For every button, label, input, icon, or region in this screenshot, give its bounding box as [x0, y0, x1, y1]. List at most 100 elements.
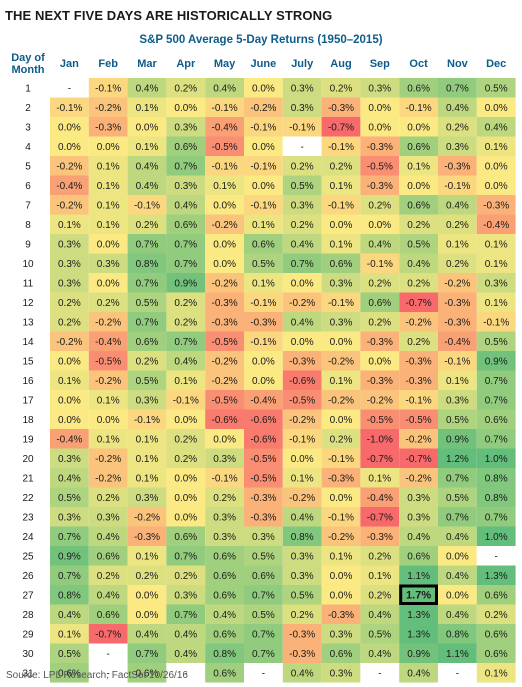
cell-value-3-aug: -0.7% — [328, 122, 354, 133]
day-label-27: 27 — [22, 590, 34, 601]
cell-value-13-mar: 0.7% — [136, 317, 159, 328]
cell-value-13-june: -0.3% — [250, 317, 276, 328]
cell-19-sep — [360, 429, 400, 449]
cell-11-apr — [166, 273, 206, 293]
cell-value-18-apr: 0.0% — [174, 415, 197, 426]
cell-value-4-feb: 0.0% — [97, 142, 120, 153]
cell-4-may — [205, 136, 244, 156]
cell-25-sep — [360, 546, 400, 566]
cell-value-29-oct: 1.3% — [407, 629, 430, 640]
cell-value-2-feb: -0.2% — [95, 103, 121, 114]
cell-24-dec — [476, 526, 516, 546]
cell-20-nov — [438, 448, 477, 468]
cell-value-9-jan: 0.3% — [58, 239, 81, 250]
cell-20-july — [282, 448, 322, 468]
cell-10-dec — [476, 253, 516, 273]
cell-7-feb — [88, 195, 128, 215]
cell-31-may — [205, 663, 244, 683]
cell-1-mar — [127, 78, 167, 98]
cell-value-26-dec: 1.3% — [485, 571, 508, 582]
cell-19-july — [282, 429, 322, 449]
cell-value-15-mar: 0.2% — [136, 356, 159, 367]
cell-2-sep — [360, 97, 400, 117]
column-header-sep: Sep — [370, 58, 390, 70]
cell-16-feb — [88, 370, 128, 390]
day-label-3: 3 — [25, 122, 31, 133]
cell-19-jan — [50, 429, 89, 449]
cell-value-15-aug: -0.2% — [328, 356, 354, 367]
cell-value-29-apr: 0.4% — [174, 629, 197, 640]
cell-value-17-sep: -0.2% — [367, 395, 393, 406]
cell-value-8-oct: 0.2% — [407, 220, 430, 231]
cell-29-june — [244, 624, 283, 644]
cell-value-2-jan: -0.1% — [56, 103, 82, 114]
cell-value-22-nov: 0.5% — [446, 493, 469, 504]
cell-value-14-aug: 0.0% — [330, 337, 353, 348]
cell-4-nov — [438, 136, 477, 156]
cell-value-17-feb: 0.1% — [97, 395, 120, 406]
cell-23-aug — [321, 507, 361, 527]
cell-value-2-aug: -0.3% — [328, 103, 354, 114]
cell-11-june — [244, 273, 283, 293]
day-label-14: 14 — [22, 337, 34, 348]
cell-value-11-sep: 0.2% — [368, 278, 391, 289]
cell-value-30-jan: 0.5% — [58, 649, 81, 660]
cell-16-may — [205, 370, 244, 390]
cell-8-oct — [399, 214, 438, 234]
cell-value-4-sep: -0.3% — [367, 142, 393, 153]
cell-23-jan — [50, 507, 89, 527]
cell-value-16-may: -0.2% — [212, 376, 238, 387]
day-label-31: 31 — [22, 668, 34, 679]
cell-value-26-oct: 1.1% — [407, 571, 430, 582]
cell-value-2-nov: 0.4% — [446, 103, 469, 114]
cell-value-6-may: 0.1% — [213, 181, 236, 192]
cell-value-17-july: -0.5% — [289, 395, 315, 406]
cell-7-oct — [399, 195, 438, 215]
cell-value-9-sep: 0.4% — [368, 239, 391, 250]
cell-23-june — [244, 507, 283, 527]
cell-value-25-aug: 0.1% — [330, 551, 353, 562]
cell-value-26-nov: 0.4% — [446, 571, 469, 582]
cell-value-23-sep: -0.7% — [367, 512, 393, 523]
day-label-15: 15 — [22, 356, 34, 367]
cell-value-23-dec: 0.7% — [485, 512, 508, 523]
cell-7-may — [205, 195, 244, 215]
cell-17-dec — [476, 390, 516, 410]
cell-value-17-apr: -0.1% — [173, 395, 199, 406]
cell-4-feb — [88, 136, 128, 156]
cell-28-nov — [438, 604, 477, 624]
cell-18-aug — [321, 409, 361, 429]
cell-value-11-jan: 0.3% — [58, 278, 81, 289]
cell-8-july — [282, 214, 322, 234]
cell-26-oct — [399, 565, 438, 585]
cell-14-dec — [476, 331, 516, 351]
cell-value-5-aug: 0.2% — [330, 161, 353, 172]
cell-value-18-july: -0.2% — [289, 415, 315, 426]
cell-value-20-may: 0.3% — [213, 454, 236, 465]
cell-31-aug — [321, 663, 361, 683]
cell-27-may — [205, 585, 244, 605]
cell-value-7-oct: 0.6% — [407, 200, 430, 211]
column-header-oct: Oct — [409, 58, 428, 70]
cell-value-16-sep: -0.3% — [367, 376, 393, 387]
cell-value-14-dec: 0.5% — [485, 337, 508, 348]
cell-26-dec — [476, 565, 516, 585]
cell-3-dec — [476, 117, 516, 137]
cell-14-sep — [360, 331, 400, 351]
cell-19-june — [244, 429, 283, 449]
cell-30-aug — [321, 643, 361, 663]
cell-16-july — [282, 370, 322, 390]
cell-value-25-apr: 0.7% — [174, 551, 197, 562]
cell-10-oct — [399, 253, 438, 273]
cell-value-3-sep: 0.0% — [368, 122, 391, 133]
cell-21-dec — [476, 468, 516, 488]
cell-30-july — [282, 643, 322, 663]
cell-value-16-feb: -0.2% — [95, 376, 121, 387]
cell-value-10-feb: 0.3% — [97, 259, 120, 270]
cell-value-7-feb: 0.1% — [97, 200, 120, 211]
heatmap-cells-group: 1- -0.1% 0.4% 0.2% 0.4% 0.0% 0.3% 0.2% 0.3% 0.6% 0… — [22, 78, 516, 683]
cell-value-5-sep: -0.5% — [367, 161, 393, 172]
cell-value-12-jan: 0.2% — [58, 298, 81, 309]
cell-value-17-mar: 0.3% — [136, 395, 159, 406]
cell-value-5-dec: 0.0% — [485, 161, 508, 172]
